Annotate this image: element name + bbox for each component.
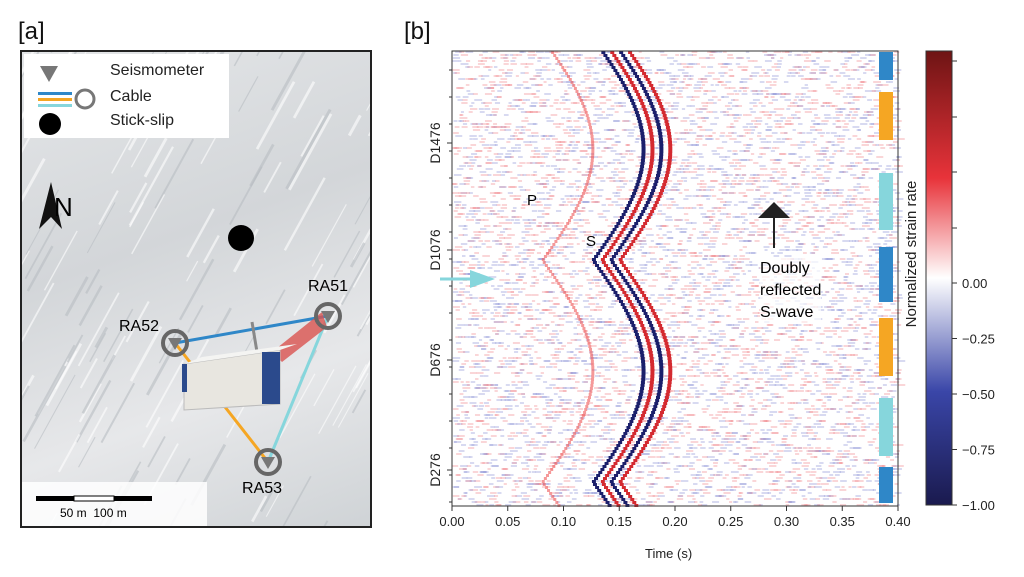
colorbar-tick-label: −0.50 bbox=[962, 387, 995, 402]
stick-slip-marker bbox=[228, 225, 254, 251]
cable-segment bbox=[879, 467, 893, 503]
interrogator-device-icon bbox=[182, 312, 327, 411]
colorbar-tick-label: −0.75 bbox=[962, 443, 995, 458]
doubly-reflected-label: Doubly reflected S-wave bbox=[760, 258, 822, 324]
station-label-ra53: RA53 bbox=[242, 480, 283, 497]
colorbar-tick-label: −1.00 bbox=[962, 498, 995, 513]
legend-label: Seismometer bbox=[110, 62, 205, 79]
colorbar bbox=[925, 50, 953, 506]
cable-segment bbox=[879, 173, 893, 230]
x-tick-label: 0.30 bbox=[774, 514, 799, 529]
cable-segment bbox=[879, 247, 893, 302]
cyan-arrow-icon bbox=[470, 270, 495, 288]
north-label: N bbox=[54, 192, 73, 222]
station-ra51[interactable] bbox=[314, 302, 342, 330]
stick-slip-icon bbox=[39, 113, 61, 135]
scale-bar-label: 50 m 100 m bbox=[60, 506, 127, 520]
cable-circle-icon bbox=[74, 88, 96, 110]
cable-segment bbox=[879, 318, 893, 376]
colorbar-label: Normalized strain rate bbox=[903, 180, 920, 328]
legend-icons bbox=[38, 66, 96, 135]
legend-label: Cable bbox=[110, 88, 152, 105]
panel-a-label: [a] bbox=[18, 18, 45, 45]
s-wave-label: S bbox=[586, 233, 597, 250]
cable-segment bbox=[879, 92, 893, 140]
y-tick-label: D676 bbox=[427, 343, 443, 377]
x-tick-label: 0.15 bbox=[607, 514, 632, 529]
map-overlay bbox=[22, 182, 342, 526]
y-tick-label: D1476 bbox=[427, 122, 443, 163]
map-panel: Seismometer Cable Stick-slip N RA51 RA52… bbox=[20, 50, 372, 528]
x-tick-label: 0.35 bbox=[830, 514, 855, 529]
x-tick-label: 0.40 bbox=[885, 514, 910, 529]
p-wave-label: P bbox=[527, 192, 538, 209]
map-legend: Seismometer Cable Stick-slip bbox=[24, 54, 229, 138]
cable-segment bbox=[879, 52, 893, 80]
x-tick-label: 0.25 bbox=[718, 514, 743, 529]
x-tick-label: 0.20 bbox=[662, 514, 687, 529]
black-arrow-icon bbox=[758, 202, 790, 218]
station-label-ra51: RA51 bbox=[308, 278, 349, 295]
x-tick-label: 0.05 bbox=[495, 514, 520, 529]
x-tick-label: 0.00 bbox=[439, 514, 464, 529]
station-label-ra52: RA52 bbox=[119, 318, 160, 335]
station-ra52[interactable] bbox=[161, 329, 189, 357]
panel-b-label: [b] bbox=[404, 18, 431, 45]
legend-label: Stick-slip bbox=[110, 112, 175, 129]
y-tick-label: D1076 bbox=[427, 229, 443, 270]
seismometer-icon bbox=[40, 66, 58, 82]
station-ra53[interactable] bbox=[254, 448, 282, 476]
colorbar-tick-label: 0.00 bbox=[962, 276, 987, 291]
cable-segment bbox=[879, 398, 893, 456]
y-tick-label: D276 bbox=[427, 453, 443, 487]
colorbar-tick-label: −0.25 bbox=[962, 332, 995, 347]
north-arrow-icon bbox=[39, 182, 62, 229]
x-tick-label: 0.10 bbox=[551, 514, 576, 529]
x-axis-label: Time (s) bbox=[645, 546, 693, 561]
